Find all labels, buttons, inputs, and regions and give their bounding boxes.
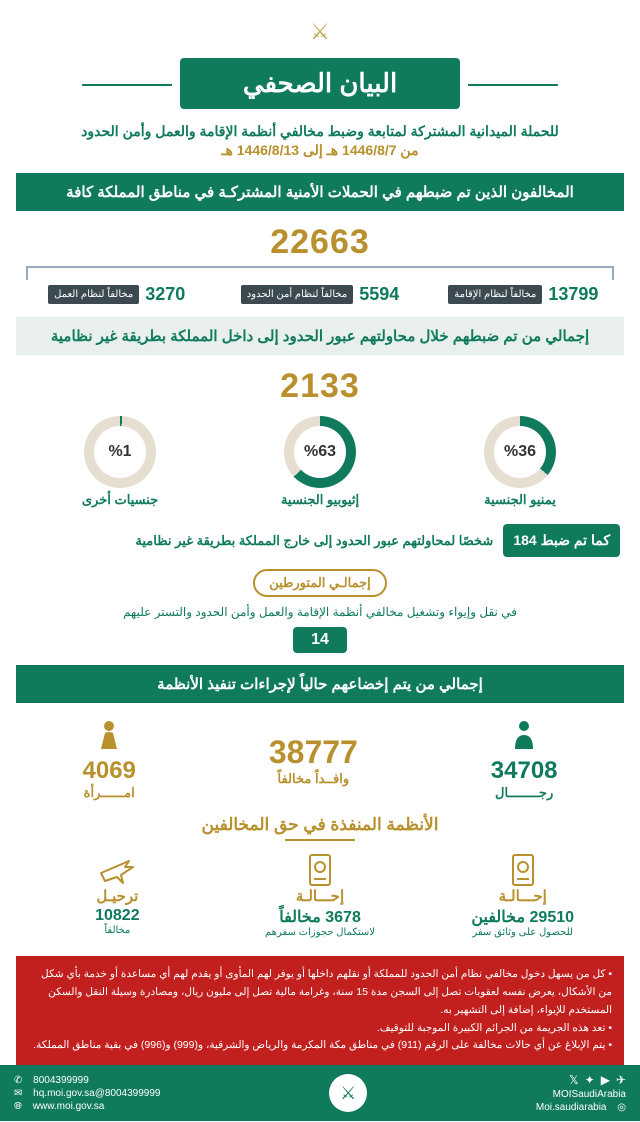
action-name: إحـــالـة	[235, 887, 405, 905]
footer-social-col: ✈ ▶ ✦ 𝕏 MOISaudiArabia ◎ Moi.saudiarabia	[536, 1073, 626, 1113]
outbound-tag: كما تم ضبط 184	[503, 524, 620, 557]
total-label: وافــداً مخالفاً	[269, 771, 358, 787]
phone-icon: ✆	[14, 1075, 22, 1086]
men-num: 34708	[491, 757, 558, 785]
donut-label: إثيوبيو الجنسية	[250, 492, 390, 508]
male-icon	[491, 719, 558, 757]
cat-label: مخالفاً لنظام العمل	[48, 285, 139, 304]
procedures-bar: إجمالي من يتم إخضاعهم حالياً لإجراءات تن…	[16, 665, 624, 703]
donut-ring: %36	[484, 416, 556, 488]
footer-email: 8004399999@hq.moi.gov.sa ✉	[14, 1088, 160, 1099]
handle1: MOISaudiArabia	[536, 1089, 626, 1100]
cat-label: مخالفاً لنظام الإقامة	[448, 285, 542, 304]
footer: ✈ ▶ ✦ 𝕏 MOISaudiArabia ◎ Moi.saudiarabia…	[0, 1065, 640, 1121]
women-num: 4069	[83, 757, 136, 785]
passport-icon	[235, 853, 405, 887]
header-logos: ⚔︎	[0, 0, 640, 58]
warning-line: تعد هذه الجريمة من الجرائم الكبيرة الموج…	[28, 1020, 612, 1038]
donut-row: %36 يمنيو الجنسية %63 إثيوبيو الجنسية %1…	[0, 410, 640, 518]
warning-line: يتم الإبلاغ عن أي حالات مخالفة على الرقم…	[28, 1037, 612, 1055]
section1-bar: المخالفون الذين تم ضبطهم في الحملات الأم…	[16, 173, 624, 211]
cat-value: 5594	[359, 284, 399, 305]
donut-pct: %1	[108, 443, 131, 461]
cat-label: مخالفاً لنظام أمن الحدود	[241, 285, 353, 304]
action-referral-docs: إحـــالـة 29510 مخالفين للحصول على وثائق…	[438, 853, 608, 938]
action-name: إحـــالـة	[438, 887, 608, 905]
gender-row: 34708 رجــــــــال 38777 وافــداً مخالفا…	[0, 709, 640, 811]
involved-block: إجمالـي المتورطين في نقل وإيواء وتشغيل م…	[0, 563, 640, 659]
action-referral-booking: إحـــالـة 3678 مخالفاً لاستكمال حجوزات س…	[235, 853, 405, 938]
youtube-icon: ▶	[601, 1073, 610, 1087]
section1-cats: 13799 مخالفاً لنظام الإقامة 5594 مخالفاً…	[0, 284, 640, 311]
actions-title: الأنظمة المنفذة في حق المخالفين	[0, 811, 640, 837]
action-num: 3678 مخالفاً	[235, 905, 405, 927]
passport-icon	[438, 853, 608, 887]
gender-women: 4069 امــــــرأة	[83, 719, 136, 801]
handle2: ◎ Moi.saudiarabia	[536, 1102, 626, 1113]
women-label: امــــــرأة	[83, 785, 136, 801]
involved-desc: في نقل وإيواء وتشغيل مخالفي أنظمة الإقام…	[20, 597, 620, 627]
action-sub: لاستكمال حجوزات سفرهم	[235, 927, 405, 938]
female-icon	[83, 719, 136, 757]
men-label: رجــــــــال	[491, 785, 558, 801]
action-deportation: ترحيـل 10822 مخالفاً	[32, 853, 202, 938]
action-name: ترحيـل	[32, 887, 202, 905]
actions-underline	[285, 839, 355, 841]
section2-bar: إجمالي من تم ضبطهم خلال محاولتهم عبور ال…	[16, 317, 624, 355]
gender-total: 38777 وافــداً مخالفاً	[269, 734, 358, 787]
globe-icon: 🌐︎	[14, 1101, 22, 1112]
footer-web: www.moi.gov.sa 🌐︎	[14, 1101, 104, 1112]
warning-box: كل من يسهل دخول مخالفي نظام أمن الحدود ل…	[16, 956, 624, 1065]
donut-yemeni: %36 يمنيو الجنسية	[450, 416, 590, 508]
cat-value: 3270	[145, 284, 185, 305]
action-num: 10822	[32, 905, 202, 925]
page: ⚔︎ البيان الصحفي للحملة الميدانية المشتر…	[0, 0, 640, 1121]
plane-icon	[32, 853, 202, 887]
donut-label: جنسيات أخرى	[50, 492, 190, 508]
outbound-line: كما تم ضبط 184 شخصًا لمحاولتهم عبور الحد…	[0, 518, 640, 563]
donut-ring: %63	[284, 416, 356, 488]
outbound-text: شخصًا لمحاولتهم عبور الحدود إلى خارج الم…	[135, 533, 493, 549]
bracket-line	[0, 266, 640, 284]
action-sub: مخالفاً	[32, 925, 202, 936]
cat-residency: 13799 مخالفاً لنظام الإقامة	[427, 284, 620, 305]
x-icon: 𝕏	[569, 1073, 579, 1087]
donut-pct: %36	[504, 443, 536, 461]
donut-pct: %63	[304, 443, 336, 461]
action-sub: للحصول على وثائق سفر	[438, 927, 608, 938]
donut-ethiopian: %63 إثيوبيو الجنسية	[250, 416, 390, 508]
footer-phone: 8004399999 ✆	[14, 1075, 89, 1086]
palm-logo-icon: ⚔︎	[292, 10, 348, 54]
cat-border: 5594 مخالفاً لنظام أمن الحدود	[223, 284, 416, 305]
cat-value: 13799	[548, 284, 598, 305]
mail-icon: ✉	[14, 1088, 22, 1099]
footer-contact-col: 8004399999 ✆ 8004399999@hq.moi.gov.sa ✉ …	[14, 1075, 160, 1112]
snapchat-icon: ✦	[585, 1073, 595, 1087]
title-banner: البيان الصحفي	[180, 58, 460, 109]
date-line: من 1446/8/7 هـ إلى 1446/8/13 هـ	[0, 142, 640, 167]
social-icons: ✈ ▶ ✦ 𝕏	[536, 1073, 626, 1087]
total-num: 38777	[269, 734, 358, 771]
telegram-icon: ✈	[616, 1073, 626, 1087]
section2-total: 2133	[0, 361, 640, 410]
donut-ring: %1	[84, 416, 156, 488]
cat-labor: 3270 مخالفاً لنظام العمل	[20, 284, 213, 305]
action-num: 29510 مخالفين	[438, 905, 608, 927]
subtitle: للحملة الميدانية المشتركة لمتابعة وضبط م…	[0, 115, 640, 142]
involved-num: 14	[293, 627, 347, 653]
gender-men: 34708 رجــــــــال	[491, 719, 558, 801]
donut-other: %1 جنسيات أخرى	[50, 416, 190, 508]
actions-row: إحـــالـة 29510 مخالفين للحصول على وثائق…	[0, 849, 640, 948]
moi-crest-icon: ⚔︎	[329, 1074, 367, 1112]
involved-title: إجمالـي المتورطين	[253, 569, 387, 597]
section1-total: 22663	[0, 217, 640, 266]
instagram-icon: ◎	[617, 1102, 626, 1113]
donut-label: يمنيو الجنسية	[450, 492, 590, 508]
warning-line: كل من يسهل دخول مخالفي نظام أمن الحدود ل…	[28, 966, 612, 1020]
